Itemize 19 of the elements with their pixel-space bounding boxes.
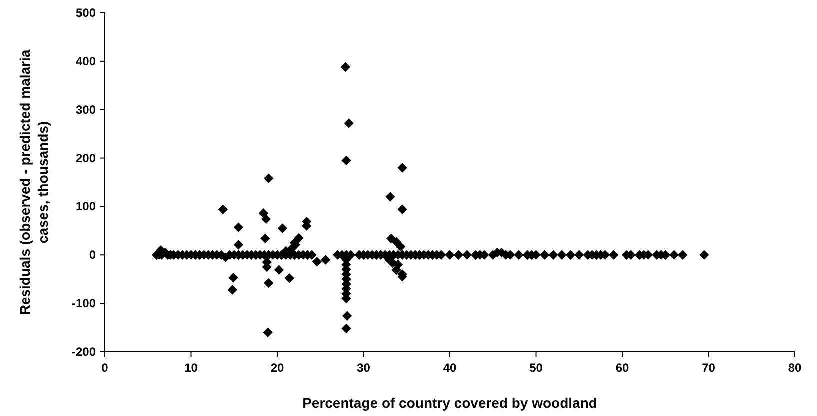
- y-tick-label: 400: [76, 54, 96, 68]
- x-tick-label: 50: [530, 361, 544, 375]
- x-tick-label: 0: [102, 361, 109, 375]
- y-axis-title: Residuals (observed - predicted malaria cases, thousands): [17, 50, 51, 316]
- x-tick-label: 20: [270, 361, 284, 375]
- y-tick-label: 0: [89, 248, 96, 262]
- y-tick-label: 300: [76, 102, 96, 117]
- x-tick-label: 40: [443, 361, 457, 375]
- x-tick-label: 80: [788, 361, 802, 375]
- y-tick-label: 100: [76, 200, 96, 214]
- x-tick-label: 30: [357, 361, 371, 375]
- x-tick-label: 70: [702, 361, 716, 375]
- y-tick-label: 200: [76, 151, 96, 166]
- x-axis-title: Percentage of country covered by woodland: [302, 395, 598, 411]
- x-tick-label: 60: [616, 361, 630, 375]
- x-tick-label: 10: [184, 361, 198, 375]
- y-tick-label: -100: [72, 296, 96, 311]
- y-tick-label: 500: [76, 6, 96, 20]
- y-tick-label: -200: [72, 345, 96, 359]
